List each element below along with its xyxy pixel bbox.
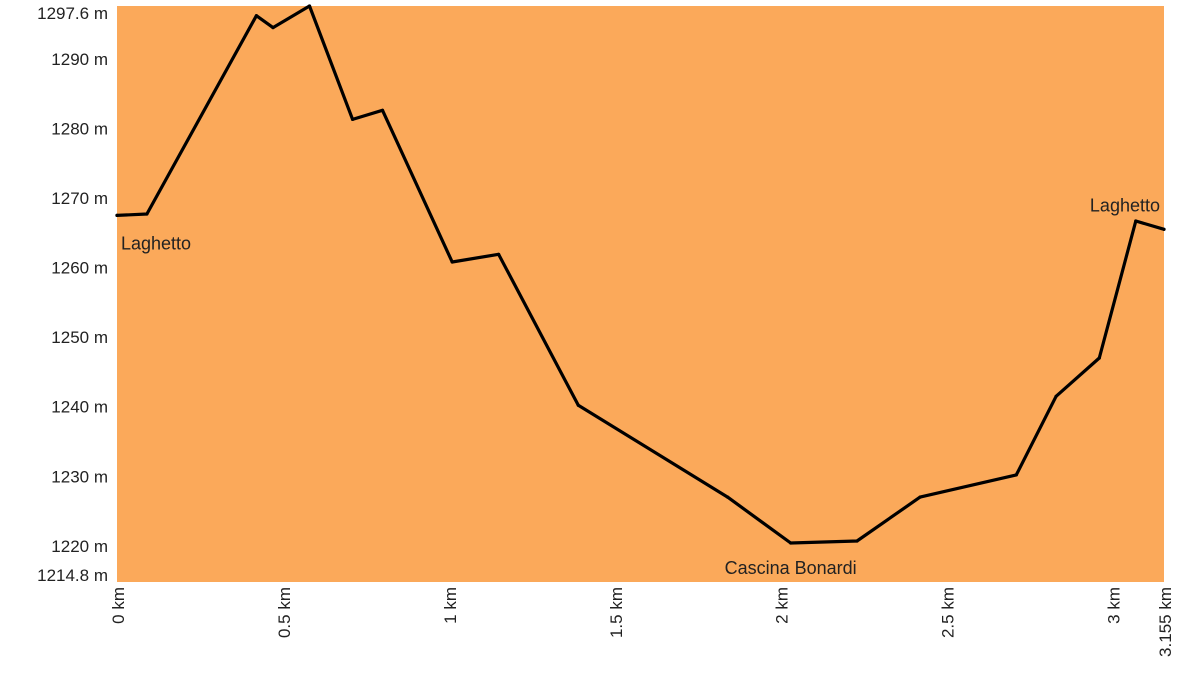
elevation-point — [1054, 394, 1058, 398]
elevation-point — [1134, 219, 1138, 223]
y-tick-label: 1260 m — [51, 259, 108, 278]
elevation-point — [855, 539, 859, 543]
x-tick-label: 1.5 km — [607, 587, 626, 638]
x-tick-label: 1 km — [441, 587, 460, 624]
elevation-point — [351, 117, 355, 121]
elevation-point — [115, 213, 119, 217]
y-tick-label: 1220 m — [51, 537, 108, 556]
elevation-point — [726, 495, 730, 499]
elevation-point — [450, 260, 454, 264]
waypoint-label: Laghetto — [1090, 195, 1160, 215]
elevation-series — [115, 4, 1166, 545]
elevation-point — [918, 495, 922, 499]
plot-area — [117, 6, 1164, 582]
x-tick-label: 2 km — [773, 587, 792, 624]
elevation-point — [1162, 227, 1166, 231]
y-tick-label: 1270 m — [51, 189, 108, 208]
x-axis-ticks: 0 km 0.5 km 1 km 1.5 km 2 km 2.5 km 3 km 3.155 … — [109, 587, 1175, 657]
waypoint-label: Cascina Bonardi — [725, 558, 857, 578]
y-tick-label: 1214.8 m — [37, 566, 108, 585]
x-tick-label: 0 km — [109, 587, 128, 624]
x-tick-label: 3.155 km — [1156, 587, 1175, 657]
elevation-point — [307, 4, 312, 8]
y-axis-ticks: 1214.8 m 1220 m 1230 m 1240 m 1250 m 1260 m 12… — [37, 4, 108, 585]
elevation-point — [576, 403, 580, 407]
x-tick-label: 2.5 km — [939, 587, 958, 638]
elevation-point — [254, 14, 258, 18]
elevation-point — [789, 541, 793, 545]
elevation-point — [271, 26, 275, 30]
x-tick-label: 3 km — [1105, 587, 1124, 624]
elevation-point — [1014, 473, 1018, 477]
y-tick-label: 1297.6 m — [37, 4, 108, 23]
y-tick-label: 1240 m — [51, 398, 108, 417]
elevation-point — [1097, 356, 1101, 360]
y-tick-label: 1250 m — [51, 328, 108, 347]
waypoint-label: Laghetto — [121, 233, 191, 253]
y-tick-label: 1290 m — [51, 50, 108, 69]
y-tick-label: 1280 m — [51, 119, 108, 138]
y-tick-label: 1230 m — [51, 467, 108, 486]
elevation-point — [145, 212, 149, 216]
elevation-point — [380, 108, 385, 112]
x-tick-label: 0.5 km — [275, 587, 294, 638]
elevation-point — [497, 252, 501, 256]
